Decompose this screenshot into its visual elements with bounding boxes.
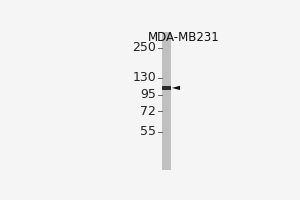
Bar [162,32,171,170]
Text: 95: 95 [140,88,156,101]
Text: MDA-MB231: MDA-MB231 [148,31,220,44]
Text: 72: 72 [140,105,156,118]
Bar [162,86,171,90]
Text: 250: 250 [132,41,156,54]
Text: 55: 55 [140,125,156,138]
Polygon shape [172,86,180,90]
Text: 130: 130 [132,71,156,84]
